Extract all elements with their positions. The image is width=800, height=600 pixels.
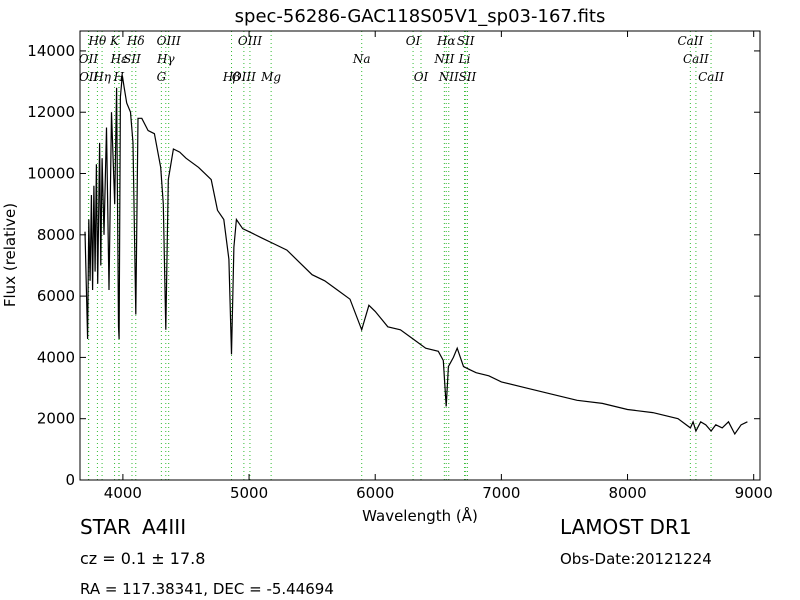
spectral-line-label: Hθ: [88, 34, 107, 48]
y-tick-label: 12000: [27, 103, 75, 121]
y-tick-label: 6000: [37, 287, 75, 305]
spectral-line-label: SII: [457, 34, 475, 48]
spectral-line-label: G: [157, 70, 167, 84]
y-tick-label: 8000: [37, 226, 75, 244]
x-tick-label: 4000: [104, 484, 142, 502]
x-tick-label: 7000: [482, 484, 520, 502]
spectral-line-label: Hδ: [126, 34, 145, 48]
spectral-line-label: Hε: [110, 52, 128, 66]
spectral-line-label: Li: [458, 52, 471, 66]
spectral-line-label: Hβ: [222, 70, 240, 84]
obs-date: Obs-Date:20121224: [560, 550, 712, 568]
spectral-line-label: K: [109, 34, 120, 48]
spectral-line-label: NII: [433, 52, 454, 66]
object-type: STAR: [80, 515, 131, 539]
x-tick-label: 8000: [608, 484, 646, 502]
spectral-line-label: OI: [414, 70, 429, 84]
spectral-line-label: CaII: [683, 52, 709, 66]
spectral-line-label: Hα: [436, 34, 456, 48]
spectral-line-label: Mg: [260, 70, 281, 84]
spectral-line-label: OIII: [157, 34, 181, 48]
survey: LAMOST DR1: [560, 515, 692, 539]
spectral-line-label: Na: [352, 52, 371, 66]
spectral-line-label: OII: [79, 52, 99, 66]
y-axis-label: Flux (relative): [1, 203, 19, 307]
spectral-line-label: Hη: [92, 70, 111, 84]
chart-title: spec-56286-GAC118S05V1_sp03-167.fits: [235, 6, 606, 27]
x-axis-label: Wavelength (Å): [362, 506, 478, 525]
x-tick-label: 9000: [735, 484, 773, 502]
spectral-line-label: OIII: [238, 34, 262, 48]
y-tick-label: 0: [65, 471, 75, 489]
spectral-line-label: OIII: [232, 70, 256, 84]
x-tick-label: 5000: [230, 484, 268, 502]
spectral-line-label: SII: [459, 70, 477, 84]
spectral-line-label: CaII: [677, 34, 703, 48]
spectral-line-label: NII: [438, 70, 459, 84]
y-tick-label: 4000: [37, 348, 75, 366]
spectral-line-label: CaII: [698, 70, 724, 84]
spectrum-line: [84, 75, 748, 436]
y-tick-label: 2000: [37, 410, 75, 428]
spectral-line-label: SII: [123, 52, 141, 66]
y-tick-label: 10000: [27, 165, 75, 183]
coordinates: RA = 117.38341, DEC = -5.44694: [80, 580, 334, 598]
redshift: cz = 0.1 ± 17.8: [80, 549, 205, 568]
plot-frame: [79, 30, 761, 481]
spectral-line-label: Hγ: [156, 52, 175, 66]
spectral-line-label: OII: [79, 70, 99, 84]
subclass: A4III: [142, 515, 186, 539]
spectral-line-label: OI: [406, 34, 421, 48]
y-tick-label: 14000: [27, 42, 75, 60]
x-tick-label: 6000: [356, 484, 394, 502]
